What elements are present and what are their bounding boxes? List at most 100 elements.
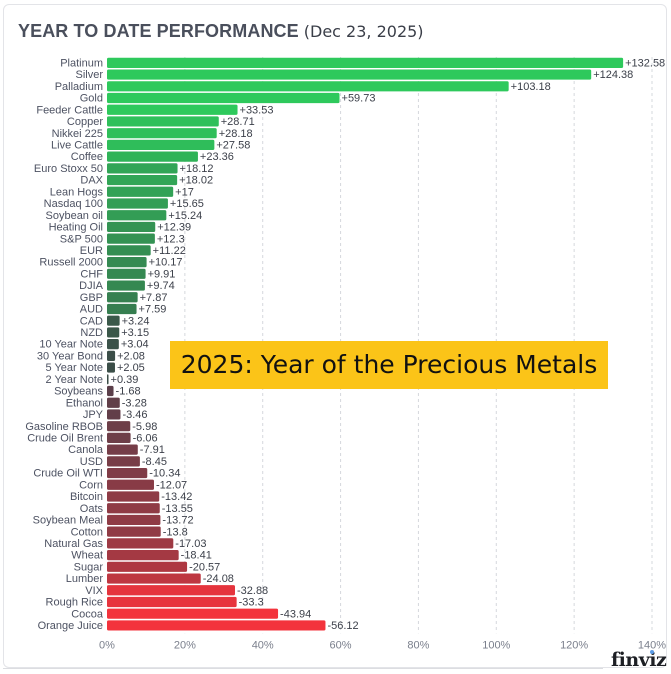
bar-copper[interactable] [107,116,219,127]
bar-cocoa[interactable] [107,608,279,619]
bar-soybean-oil[interactable] [107,210,167,221]
bar-platinum[interactable] [107,57,624,68]
bar-palladium[interactable] [107,81,509,92]
value-label: -32.88 [237,585,268,597]
value-label: +18.02 [179,175,213,187]
bar-russell-2000[interactable] [107,257,147,268]
category-label: Heating Oil [49,222,103,234]
bar-gasoline-rbob[interactable] [107,421,131,432]
value-label: -3.28 [122,397,147,409]
bar-crude-oil-wti[interactable] [107,467,148,479]
category-label: Orange Juice [38,620,103,632]
bar-natural-gas[interactable] [107,538,174,549]
bar-10-year-note[interactable] [107,339,119,350]
bar-eur[interactable] [107,245,151,256]
bar-ethanol[interactable] [107,397,120,408]
bar-bitcoin[interactable] [107,491,160,502]
bar-djia[interactable] [107,280,145,291]
category-label: Bitcoin [70,491,103,503]
value-label: -20.57 [189,561,220,573]
category-label: Sugar [74,561,104,573]
bar-cotton[interactable] [107,526,161,537]
bar-usd[interactable] [107,456,140,467]
bar-canola[interactable] [107,444,138,455]
value-label: -7.91 [140,444,165,456]
category-label: Rough Rice [46,597,103,609]
bar-2-year-note[interactable] [107,374,109,385]
value-label: +28.18 [219,128,253,140]
bar-dax[interactable] [107,174,178,186]
bar-vix[interactable] [107,585,235,596]
category-label: Cocoa [71,608,104,620]
value-label: -17.03 [175,538,206,550]
finviz-logo[interactable]: finviz [611,649,667,671]
bar-30-year-bond[interactable] [107,350,116,361]
category-label: Soybean Meal [33,515,103,527]
bar-sugar[interactable] [107,561,188,572]
value-label: -56.12 [327,620,358,632]
category-label: Nikkei 225 [52,128,103,140]
bar-live-cattle[interactable] [107,139,215,150]
bar-silver[interactable] [107,69,592,80]
bar-s-p-500[interactable] [107,233,155,244]
bar-aud[interactable] [107,303,137,315]
category-label: Euro Stoxx 50 [34,163,103,175]
x-tick-label: 0% [99,639,115,651]
value-label: -8.45 [142,456,167,468]
bar-cad[interactable] [107,315,120,326]
bar-heating-oil[interactable] [107,221,156,233]
bar-soybeans[interactable] [107,385,114,397]
category-label: Soybeans [54,386,103,398]
value-label: +15.65 [170,198,204,210]
bar-5-year-note[interactable] [107,362,115,373]
bar-crude-oil-brent[interactable] [107,432,131,443]
value-label: -13.55 [162,503,193,515]
category-label: CHF [80,268,103,280]
value-label: +3.15 [121,327,149,339]
chart-title: YEAR TO DATE PERFORMANCE (Dec 23, 2025) [18,21,424,42]
value-label: +7.87 [140,292,168,304]
bar-gold[interactable] [107,92,340,104]
value-label: +0.39 [111,374,139,386]
value-label: +12.3 [157,233,185,245]
bar-chf[interactable] [107,268,146,279]
annotation-banner: 2025: Year of the Precious Metals [170,341,608,389]
value-label: +33.53 [240,104,274,116]
category-label: Gasoline RBOB [25,421,103,433]
value-label: +15.24 [168,210,202,222]
value-label: -43.94 [280,608,311,620]
value-label: +9.91 [148,268,176,280]
bar-lumber[interactable] [107,573,201,584]
value-label: +9.74 [147,280,175,292]
bar-lean-hogs[interactable] [107,186,174,197]
category-label: 5 Year Note [46,362,104,374]
value-label: -3.46 [122,409,147,421]
bar-coffee[interactable] [107,151,198,162]
category-label: 30 Year Bond [37,350,103,362]
bar-wheat[interactable] [107,550,179,561]
bar-soybean-meal[interactable] [107,514,161,526]
bar-feeder-cattle[interactable] [107,104,238,115]
category-label: Ethanol [66,397,103,409]
category-label: Gold [80,93,103,105]
value-label: -13.42 [161,491,192,503]
category-label: Russell 2000 [39,257,103,269]
value-label: +59.73 [342,93,376,105]
value-label: +3.04 [121,339,149,351]
bar-euro-stoxx-50[interactable] [107,163,178,174]
bar-corn[interactable] [107,479,154,490]
bar-oats[interactable] [107,503,160,514]
bar-jpy[interactable] [107,409,121,420]
value-label: -12.07 [156,479,187,491]
category-label: Oats [80,503,104,515]
bar-nzd[interactable] [107,327,120,338]
category-label: Cotton [71,526,103,538]
x-tick-label: 120% [560,639,588,651]
bar-nikkei-225[interactable] [107,128,217,139]
bar-rough-rice[interactable] [107,596,237,608]
bar-nasdaq-100[interactable] [107,198,168,209]
bar-orange-juice[interactable] [107,620,326,631]
value-label: +7.59 [139,304,167,316]
bar-gbp[interactable] [107,292,138,303]
